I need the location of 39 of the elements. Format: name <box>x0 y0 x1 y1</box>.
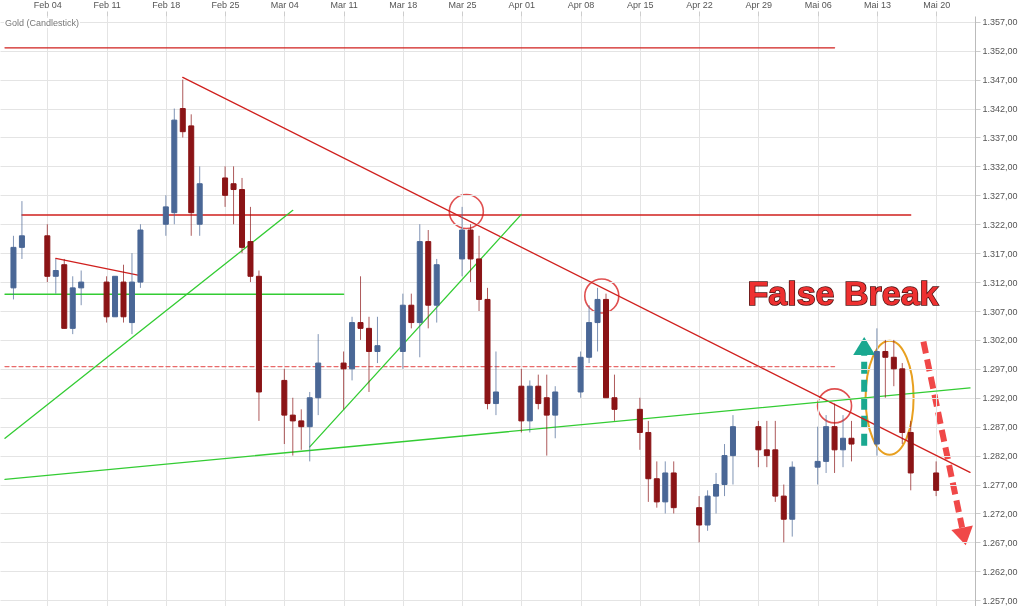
x-tick-label: Mai 06 <box>804 0 832 10</box>
y-tick-label: 1.327,00 <box>982 190 1018 201</box>
x-tick-label: Apr 08 <box>567 0 595 10</box>
x-tick-label: Apr 01 <box>508 0 536 10</box>
annotation: False Break <box>747 274 939 313</box>
y-tick-label: 1.337,00 <box>982 132 1018 143</box>
y-tick-label: 1.297,00 <box>982 364 1018 375</box>
y-tick-label: 1.267,00 <box>982 537 1018 548</box>
y-tick-label: 1.357,00 <box>982 17 1018 28</box>
x-tick-label: Feb 25 <box>211 0 240 10</box>
y-tick-label: 1.307,00 <box>982 306 1018 317</box>
x-tick-label: Mai 13 <box>863 0 891 10</box>
y-tick-label: 1.352,00 <box>982 46 1018 57</box>
y-tick-label: 1.302,00 <box>982 335 1018 346</box>
x-tick-label: Mai 20 <box>923 0 951 10</box>
x-tick-label: Feb 04 <box>33 0 62 10</box>
y-tick-label: 1.272,00 <box>982 508 1018 519</box>
x-tick-label: Apr 22 <box>686 0 713 10</box>
x-tick-label: Feb 18 <box>152 0 181 10</box>
y-tick-label: 1.342,00 <box>982 104 1018 115</box>
y-tick-label: 1.277,00 <box>982 480 1018 491</box>
y-tick-label: 1.347,00 <box>982 75 1018 86</box>
x-tick-label: Feb 11 <box>93 0 121 10</box>
y-tick-label: 1.292,00 <box>982 393 1018 404</box>
y-tick-label: 1.282,00 <box>982 451 1018 462</box>
y-tick-label: 1.322,00 <box>982 219 1018 230</box>
x-tick-label: Mar 25 <box>448 0 477 10</box>
y-tick-label: 1.317,00 <box>982 248 1018 259</box>
y-tick-label: 1.312,00 <box>982 277 1018 288</box>
y-tick-label: 1.262,00 <box>982 566 1018 577</box>
y-tick-label: 1.287,00 <box>982 422 1018 433</box>
x-tick-label: Mar 11 <box>330 0 358 10</box>
x-tick-label: Apr 29 <box>745 0 773 10</box>
x-tick-label: Mar 18 <box>389 0 418 10</box>
x-tick-label: Apr 15 <box>627 0 654 10</box>
y-tick-label: 1.257,00 <box>982 595 1018 606</box>
chart-title: Gold (Candlestick) <box>4 18 81 28</box>
y-tick-label: 1.332,00 <box>982 161 1018 172</box>
x-tick-label: Mar 04 <box>270 0 299 10</box>
